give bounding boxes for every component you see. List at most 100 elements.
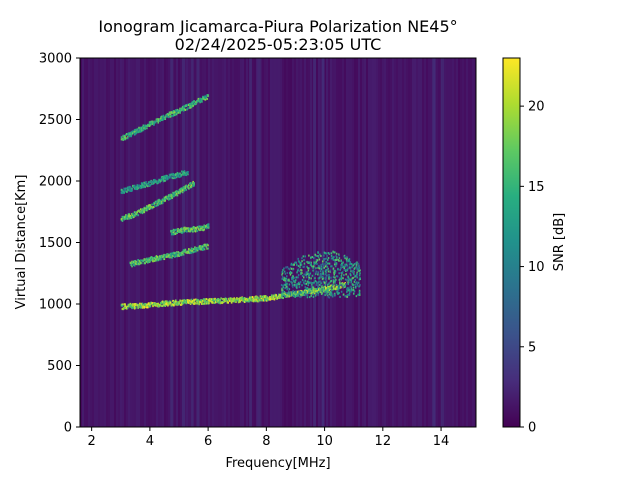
echo-point xyxy=(300,268,302,271)
echo-point xyxy=(288,279,290,282)
echo-point xyxy=(122,308,125,311)
echo-point xyxy=(304,273,307,276)
echo-point xyxy=(312,257,315,260)
echo-point xyxy=(283,277,285,280)
echo-point xyxy=(167,113,169,116)
noise-column xyxy=(372,58,374,427)
echo-point xyxy=(182,253,185,256)
echo-point xyxy=(302,293,305,296)
echo-point xyxy=(169,112,172,115)
echo-point xyxy=(193,300,195,303)
echo-point xyxy=(299,262,301,265)
echo-point xyxy=(191,301,194,304)
echo-point xyxy=(123,134,125,137)
echo-point xyxy=(123,218,125,221)
echo-point xyxy=(174,255,177,258)
echo-point xyxy=(204,301,207,304)
echo-point xyxy=(206,301,208,304)
noise-column xyxy=(424,58,426,427)
echo-point xyxy=(148,260,151,263)
echo-point xyxy=(167,175,169,178)
echo-point xyxy=(332,283,334,286)
echo-point xyxy=(129,189,132,192)
echo-point xyxy=(338,284,341,287)
echo-point xyxy=(302,291,305,294)
echo-point xyxy=(228,299,230,302)
echo-point xyxy=(298,286,301,289)
echo-point xyxy=(240,297,243,300)
echo-point xyxy=(157,204,160,207)
echo-point xyxy=(172,228,175,231)
echo-point xyxy=(297,268,300,271)
echo-point xyxy=(314,290,317,293)
echo-point xyxy=(132,262,134,265)
echo-point xyxy=(181,107,184,110)
echo-point xyxy=(146,127,148,130)
echo-point xyxy=(358,264,360,267)
echo-point xyxy=(359,272,361,275)
echo-point xyxy=(324,284,327,287)
echo-point xyxy=(173,304,175,307)
echo-point xyxy=(183,187,186,190)
echo-point xyxy=(180,174,182,177)
echo-point xyxy=(223,298,226,301)
echo-point xyxy=(300,294,303,297)
echo-point xyxy=(128,189,131,192)
echo-point xyxy=(153,123,155,126)
echo-point xyxy=(346,256,348,259)
echo-point xyxy=(330,291,333,294)
echo-trace xyxy=(129,243,209,268)
echo-point xyxy=(282,284,284,287)
echo-point xyxy=(192,180,194,183)
y-axis-label: Virtual Distance[Km] xyxy=(14,175,29,310)
echo-point xyxy=(181,251,184,254)
echo-point xyxy=(293,261,296,264)
echo-point xyxy=(189,227,192,230)
echo-point xyxy=(343,256,346,259)
echo-point xyxy=(140,303,143,306)
echo-point xyxy=(292,263,294,266)
echo-point xyxy=(147,206,150,209)
echo-point xyxy=(152,303,154,306)
echo-point xyxy=(121,304,124,307)
echo-point xyxy=(149,120,152,123)
echo-point xyxy=(206,243,208,246)
echo-point xyxy=(145,304,147,307)
echo-point xyxy=(163,175,166,178)
echo-point xyxy=(284,281,287,284)
echo-point xyxy=(144,124,146,127)
echo-point xyxy=(310,288,313,291)
echo-point xyxy=(178,172,181,175)
noise-column xyxy=(236,58,238,427)
echo-point xyxy=(202,248,204,251)
echo-point xyxy=(329,269,331,272)
echo-point xyxy=(339,268,341,271)
noise-column xyxy=(226,58,228,427)
echo-point xyxy=(186,227,189,230)
echo-point xyxy=(220,297,222,300)
echo-point xyxy=(172,114,174,117)
echo-point xyxy=(347,281,349,284)
echo-point xyxy=(338,291,340,294)
interference-band xyxy=(170,58,174,427)
echo-point xyxy=(156,202,159,205)
echo-point xyxy=(194,248,196,251)
echo-point xyxy=(128,215,131,218)
echo-point xyxy=(167,198,170,201)
echo-point xyxy=(353,274,356,277)
echo-point xyxy=(305,287,307,290)
echo-point xyxy=(166,253,168,256)
echo-point xyxy=(169,197,172,200)
echo-point xyxy=(200,100,202,103)
noise-column xyxy=(394,58,396,427)
noise-column xyxy=(362,58,364,427)
noise-column xyxy=(174,58,176,427)
echo-point xyxy=(344,257,346,260)
echo-point xyxy=(129,188,132,191)
echo-point xyxy=(347,267,349,270)
echo-point xyxy=(148,125,151,128)
echo-point xyxy=(156,200,159,203)
echo-point xyxy=(241,297,243,300)
noise-column xyxy=(396,58,398,427)
echo-point xyxy=(152,257,154,260)
